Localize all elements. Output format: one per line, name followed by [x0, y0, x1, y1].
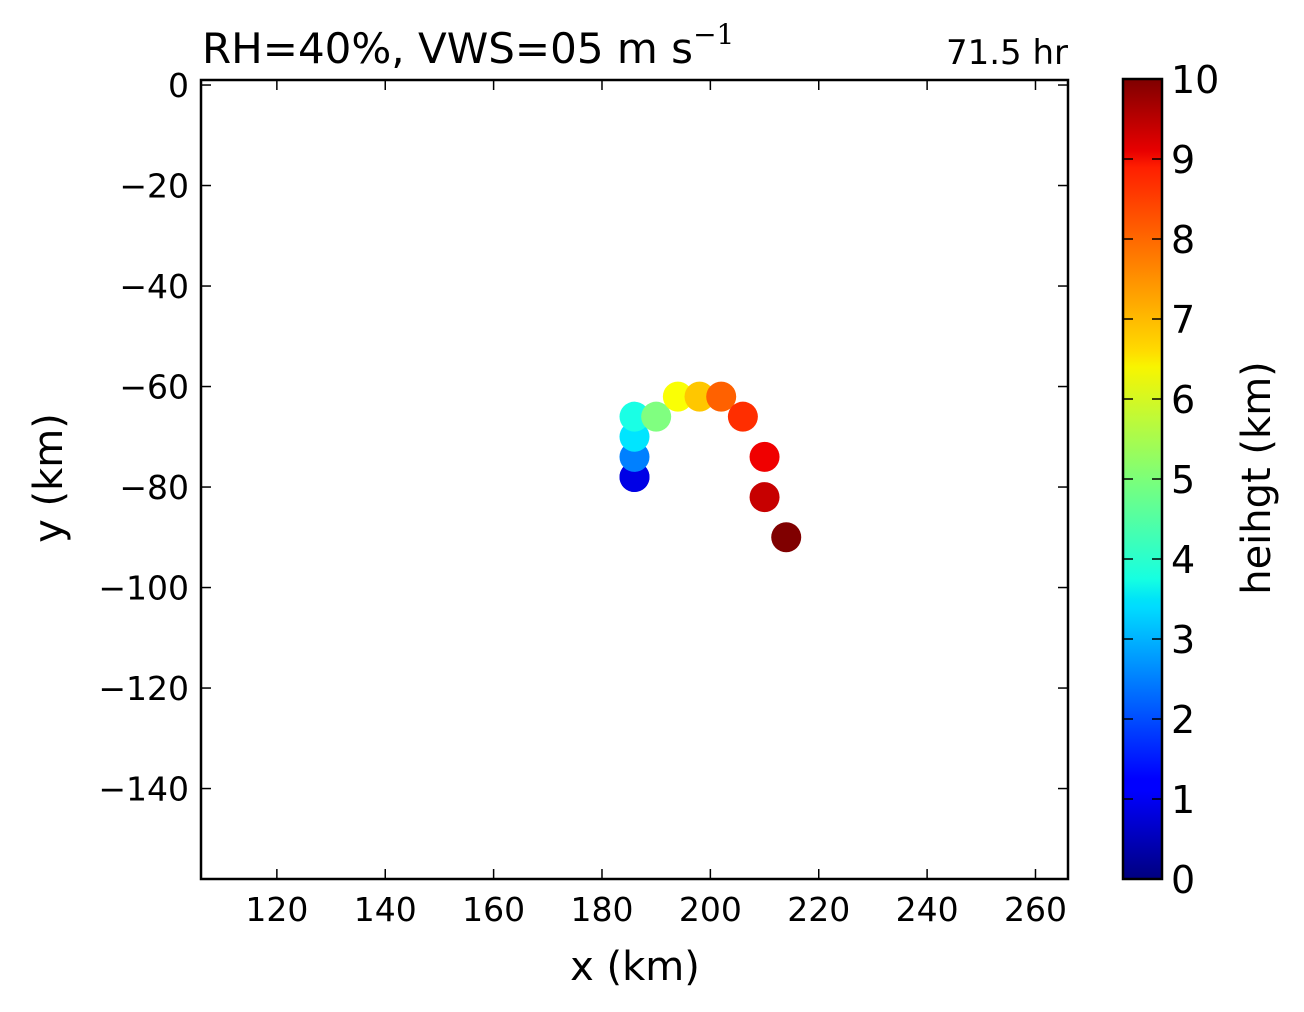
x-axis-label: x (km) [570, 944, 700, 990]
scatter-point [619, 401, 650, 432]
colorbar-ticks: 0 1 2 3 4 5 6 7 8 9 10 [1123, 58, 1219, 902]
x-tick-label: 140 [354, 890, 417, 929]
plot-frame [199, 78, 1070, 881]
y-tick-label: −120 [98, 669, 189, 708]
colorbar-tick-label: 0 [1171, 858, 1195, 902]
y-axis-ticks: 0 −20 −40 −60 −80 −100 −120 −140 [98, 66, 1068, 809]
x-tick-label: 160 [462, 890, 525, 929]
x-tick-label: 180 [570, 890, 633, 929]
scatter-point [727, 401, 758, 432]
scatter-point [771, 522, 802, 553]
colorbar-tick-label: 1 [1171, 778, 1195, 822]
y-tick-label: −80 [119, 468, 189, 507]
scatter-point [641, 401, 672, 432]
x-tick-label: 260 [1004, 890, 1067, 929]
y-tick-label: −100 [98, 569, 189, 608]
y-tick-label: −60 [119, 368, 189, 407]
colorbar-tick-label: 8 [1171, 218, 1195, 262]
scatter-point [662, 381, 693, 412]
x-tick-label: 240 [896, 890, 959, 929]
x-tick-label: 120 [245, 890, 308, 929]
scatter-points [619, 381, 802, 553]
colorbar-tick-label: 6 [1171, 378, 1195, 422]
x-tick-label: 220 [787, 890, 850, 929]
scatter-point [749, 482, 780, 513]
colorbar-tick-label: 3 [1171, 618, 1195, 662]
y-tick-label: −140 [98, 770, 189, 809]
colorbar-tick-label: 5 [1171, 458, 1195, 502]
y-tick-label: −40 [119, 267, 189, 306]
scatter-point [749, 441, 780, 472]
colorbar-label: heihgt (km) [1234, 361, 1280, 595]
y-tick-label: −20 [119, 167, 189, 206]
colorbar-tick-label: 10 [1171, 58, 1219, 102]
scatter-point [706, 381, 737, 412]
x-tick-label: 200 [679, 890, 742, 929]
colorbar-tick-label: 4 [1171, 538, 1195, 582]
time-annotation: 71.5 hr [946, 33, 1068, 73]
x-axis-ticks: 120 140 160 180 200 220 240 260 [245, 80, 1067, 929]
chart-title: RH=40%, VWS=05 m s−1 [202, 18, 734, 73]
y-tick-label: 0 [168, 66, 189, 105]
y-axis-label: y (km) [26, 413, 72, 543]
colorbar-frame [1121, 77, 1164, 881]
colorbar-tick-label: 2 [1171, 698, 1195, 742]
colorbar-tick-label: 9 [1171, 138, 1195, 182]
scatter-point [684, 381, 715, 412]
colorbar-tick-label: 7 [1171, 298, 1195, 342]
